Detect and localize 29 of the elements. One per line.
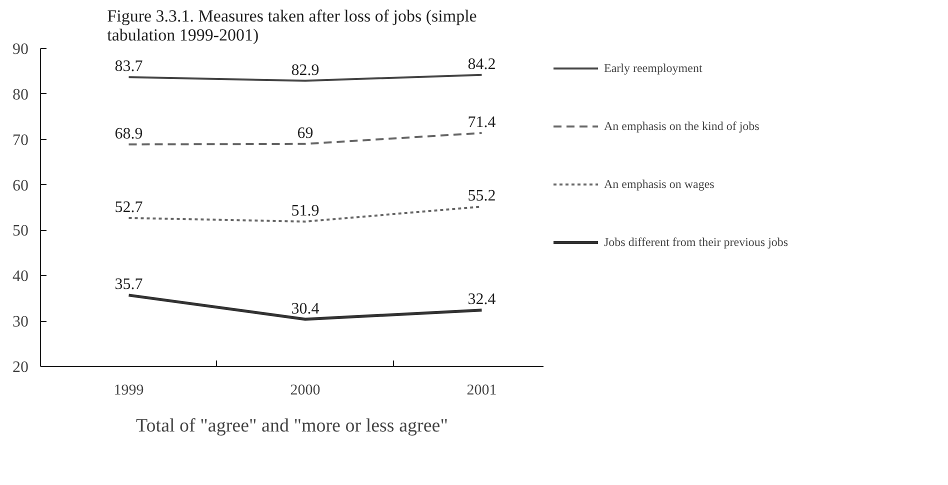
x-axis-title: Total of "agree" and "more or less agree" — [136, 416, 448, 436]
data-label: 52.7 — [114, 198, 143, 216]
data-label: 30.4 — [291, 300, 320, 318]
legend-label: An emphasis on the kind of jobs — [604, 118, 760, 134]
data-label: 69 — [297, 124, 314, 142]
x-tick-label: 2001 — [466, 382, 497, 398]
legend-label: An emphasis on wages — [604, 176, 714, 192]
data-label: 68.9 — [114, 125, 143, 142]
data-label: 35.7 — [114, 276, 143, 294]
data-label: 51.9 — [291, 202, 320, 220]
y-tick-label: 90 — [12, 41, 28, 58]
y-tick-label: 70 — [12, 132, 28, 149]
x-tick-label: 2000 — [290, 382, 320, 398]
data-label: 71.4 — [468, 114, 496, 131]
y-tick-label: 20 — [12, 359, 28, 376]
y-tick-label: 50 — [12, 222, 28, 240]
legend-label: Jobs different from their previous jobs — [604, 234, 788, 250]
data-label: 82.9 — [291, 62, 320, 79]
y-tick-label: 60 — [12, 177, 28, 194]
y-tick-label: 80 — [12, 86, 28, 104]
x-tick-label: 1999 — [114, 382, 144, 398]
y-tick-label: 30 — [12, 314, 28, 331]
data-label: 55.2 — [468, 188, 496, 205]
data-label: 84.2 — [468, 56, 496, 73]
data-label: 83.7 — [114, 58, 143, 76]
legend-label: Early reemployment — [604, 60, 702, 76]
chart-title: Figure 3.3.1. Measures taken after loss of jobs (simple tabulation 1999-2001) — [107, 6, 477, 44]
y-tick-label: 40 — [12, 268, 28, 286]
data-label: 32.4 — [468, 291, 496, 308]
